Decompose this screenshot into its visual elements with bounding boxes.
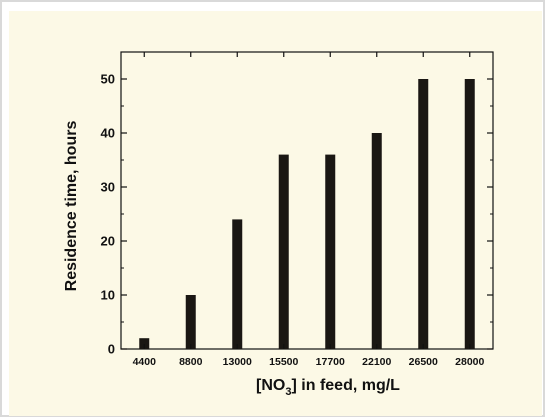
plot-area: 0 10 20 30 40 50 4400 8800 13000 15500 17700 22100 2… [101, 51, 494, 368]
x-tick-label: 4400 [133, 356, 157, 368]
x-tick-label: 15500 [269, 356, 298, 368]
bar-26500 [418, 79, 429, 349]
x-tick-label: 13000 [223, 356, 252, 368]
x-tick-label: 28000 [455, 356, 484, 368]
bar-8800 [185, 295, 196, 349]
x-tick-label: 17700 [316, 356, 345, 368]
x-axis-title-part: [NO [256, 377, 285, 394]
x-axis-title-part: ] in feed, mg/L [292, 377, 401, 394]
y-tick-label: 50 [101, 72, 115, 87]
y-tick-label: 20 [101, 234, 115, 249]
bar-28000 [464, 79, 475, 349]
bar-4400 [139, 338, 150, 349]
bar-22100 [371, 133, 382, 349]
x-axis-title: [NO3] in feed, mg/L [256, 377, 400, 398]
x-tick-label: 22100 [362, 356, 391, 368]
x-tick-label: 26500 [409, 356, 438, 368]
y-tick-label: 40 [101, 126, 115, 141]
bar-15500 [278, 154, 289, 349]
x-tick-label: 8800 [179, 356, 203, 368]
bar-13000 [232, 219, 243, 349]
bar-17700 [325, 154, 336, 349]
y-axis-title: Residence time, hours [63, 121, 80, 292]
y-tick-label: 10 [101, 288, 115, 303]
y-tick-label: 30 [101, 180, 115, 195]
x-axis-title-subscript: 3 [285, 386, 291, 398]
y-tick-label: 0 [108, 342, 115, 357]
plot-frame [120, 51, 494, 350]
